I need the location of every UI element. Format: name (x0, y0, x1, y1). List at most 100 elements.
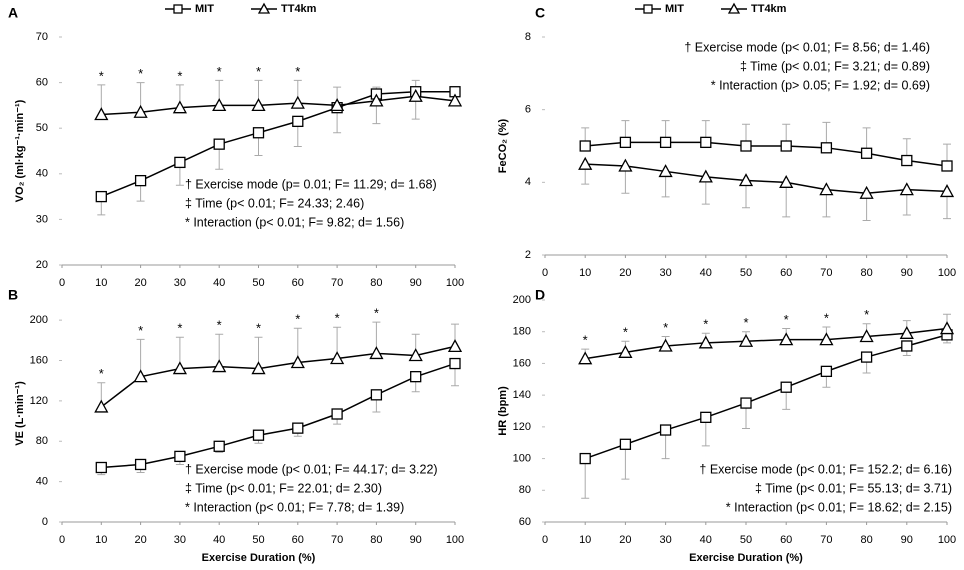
marker-square (901, 340, 913, 352)
marker-triangle (330, 351, 345, 365)
x-tick-label: 50 (252, 534, 264, 546)
significance-mark: * (824, 310, 829, 325)
y-tick-label: 50 (36, 122, 48, 134)
marker-triangle (447, 339, 463, 353)
y-tick-label: 100 (513, 452, 531, 464)
marker-square (579, 452, 591, 465)
stats-line: ‡ Time (p< 0.01; F= 22.01; d= 2.30) (185, 481, 382, 495)
series-line (585, 141, 948, 167)
x-tick-label: 30 (174, 277, 186, 289)
marker-square (292, 115, 304, 128)
marker-triangle (658, 164, 673, 178)
marker-triangle (172, 361, 187, 375)
error-bar (581, 458, 590, 499)
error-bar (782, 182, 791, 218)
y-tick-label: 6 (525, 104, 531, 116)
marker-square (134, 174, 147, 187)
marker-triangle (618, 344, 633, 358)
stats-line: † Exercise mode (p= 0.01; F= 11.29; d= 1… (185, 177, 437, 191)
marker-square (860, 351, 873, 363)
marker-triangle (899, 325, 914, 339)
marker-triangle (658, 338, 673, 352)
x-tick-label: 60 (780, 267, 792, 279)
y-tick-label: 140 (513, 389, 531, 401)
marker-triangle (618, 158, 633, 172)
x-tick-label: 90 (901, 534, 913, 546)
x-tick-label: 60 (292, 534, 304, 546)
marker-square (95, 461, 107, 474)
marker-triangle (290, 95, 305, 109)
stats-line: † Exercise mode (p< 0.01; F= 152.2; d= 6… (699, 462, 952, 476)
marker-triangle (727, 2, 741, 14)
y-tick-label: 20 (36, 259, 48, 271)
x-tick-label: 60 (780, 534, 792, 546)
x-tick-label: 10 (579, 534, 591, 546)
marker-triangle (172, 100, 187, 114)
significance-mark: * (138, 66, 143, 81)
marker-square (901, 154, 913, 167)
marker-square (213, 440, 225, 452)
marker-square (820, 142, 833, 154)
y-tick-label: 60 (36, 77, 48, 89)
marker-triangle (779, 174, 794, 188)
y-tick-label: 8 (525, 31, 531, 43)
marker-triangle (133, 369, 148, 383)
y-tick-label: 180 (513, 326, 531, 338)
y-tick-label: 70 (36, 31, 48, 43)
series-line (101, 90, 455, 198)
legend-label: TT4km (751, 3, 787, 15)
stats-line: * Interaction (p< 0.01; F= 9.82; d= 1.56… (185, 215, 404, 229)
y-tick-label: 60 (519, 516, 531, 528)
stats-line: † Exercise mode (p< 0.01; F= 8.56; d= 1.… (684, 40, 930, 54)
significance-mark: * (177, 68, 182, 83)
stats-line: ‡ Time (p< 0.01; F= 24.33; 2.46) (185, 196, 364, 210)
series-line (585, 327, 948, 360)
significance-mark: * (256, 64, 261, 79)
marker-triangle (819, 332, 834, 346)
marker-square (643, 4, 653, 14)
marker-square (331, 408, 343, 420)
x-tick-label: 80 (370, 534, 382, 546)
significance-mark: * (295, 64, 300, 79)
y-tick-label: 80 (36, 435, 48, 447)
marker-square (213, 138, 225, 150)
significance-mark: * (217, 318, 222, 333)
x-tick-label: 10 (579, 267, 591, 279)
x-tick-label: 100 (446, 277, 464, 289)
y-tick-label: 160 (30, 354, 48, 366)
panel-label: D (535, 287, 545, 303)
x-tick-label: 0 (542, 267, 548, 279)
x-tick-label: 100 (446, 534, 464, 546)
marker-triangle (94, 399, 109, 413)
x-tick-label: 10 (95, 277, 107, 289)
marker-triangle (251, 361, 266, 375)
marker-square (252, 429, 265, 441)
stats-line: * Interaction (p< 0.01; F= 18.62; d= 2.1… (726, 500, 952, 514)
marker-square (700, 136, 712, 149)
x-tick-label: 70 (331, 534, 343, 546)
significance-mark: * (374, 306, 379, 321)
x-tick-label: 50 (740, 267, 752, 279)
marker-square (174, 450, 186, 463)
marker-triangle (859, 329, 874, 343)
stats-line: † Exercise mode (p< 0.01; F= 44.17; d= 3… (185, 462, 438, 476)
marker-square (700, 411, 712, 423)
x-tick-label: 20 (134, 277, 146, 289)
marker-triangle (408, 348, 423, 362)
x-tick-label: 10 (95, 534, 107, 546)
marker-square (134, 458, 147, 471)
marker-triangle (698, 335, 713, 349)
legend-label: MIT (195, 3, 214, 15)
marker-triangle (859, 185, 874, 199)
y-tick-label: 200 (30, 314, 48, 326)
marker-triangle (899, 182, 914, 196)
y-axis-label: FeCO₂ (%) (497, 118, 509, 173)
x-tick-label: 0 (59, 534, 65, 546)
y-tick-label: 120 (30, 395, 48, 407)
significance-mark: * (335, 311, 340, 326)
marker-square (780, 140, 792, 152)
marker-triangle (408, 88, 423, 102)
stats-line: ‡ Time (p< 0.01; F= 55.13; d= 3.71) (755, 481, 952, 495)
marker-triangle (290, 355, 305, 369)
x-tick-label: 20 (619, 267, 631, 279)
